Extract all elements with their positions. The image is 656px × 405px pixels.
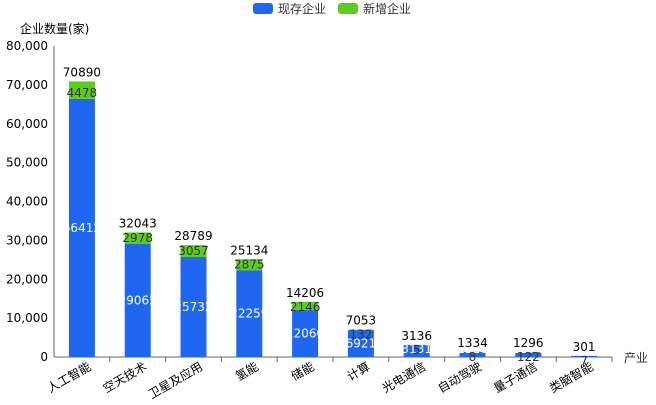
legend-label-1[interactable]: 现存企业 [278,1,326,16]
x-tick-label: 储能 [288,359,316,384]
total-label: 14206 [286,286,324,300]
segment-label-existing: 66412 [63,221,101,235]
segment-label-new: 2875 [234,257,265,271]
total-label: 301 [573,340,596,354]
total-label: 1296 [513,336,544,350]
y-tick-label: 60,000 [6,117,48,131]
x-axis-title: 产业 [624,351,648,365]
x-tick-label: 卫星及应用 [146,359,205,401]
segment-label-new: 3057 [178,244,209,258]
segment-label-new: 2146 [290,300,321,314]
total-label: 7053 [346,314,377,328]
y-tick-label: 0 [40,350,48,364]
total-label: 28789 [174,229,212,243]
total-label: 32043 [119,216,157,230]
total-label: 1334 [457,336,488,350]
y-tick-label: 40,000 [6,195,48,209]
y-tick-label: 70,000 [6,78,48,92]
y-tick-label: 10,000 [6,311,48,325]
x-tick-label: 量子通信 [491,359,540,395]
y-axis: 0 10,000 20,000 30,000 40,000 50,000 60,000 70,… [6,39,54,364]
y-tick-label: 50,000 [6,156,48,170]
segment-label-new: 122 [517,350,540,364]
legend[interactable]: 现存企业 新增企业 [253,1,411,16]
x-tick-label: 空天技术 [101,359,150,395]
segment-label-new: 4478 [67,86,98,100]
segment-label-existing: 25732 [174,300,212,314]
total-label: 25134 [230,243,268,257]
y-tick-label: 80,000 [6,39,48,53]
x-tick-label: 自动驾驶 [435,359,484,396]
total-label: 3136 [401,329,432,343]
x-tick-label: 类脑智能 [547,359,596,396]
legend-swatch-2[interactable] [338,3,358,14]
segment-label-existing: 12060 [286,327,324,341]
segment-label-new: 7 [580,354,588,368]
legend-swatch-1[interactable] [253,3,273,14]
legend-label-2[interactable]: 新增企业 [363,1,411,16]
x-tick-label: 计算 [344,359,372,384]
segment-label-existing: 22259 [230,307,268,321]
y-tick-label: 20,000 [6,272,48,286]
x-tick-label: 光电通信 [380,359,429,395]
segment-label-new: 5 [413,343,421,357]
y-axis-title: 企业数量(家) [20,21,89,36]
total-label: 70890 [63,65,101,79]
segment-label-new: 2978 [122,231,153,245]
x-tick-label: 氢能 [233,359,261,384]
segment-label-new: 132 [349,328,372,342]
segment-label-existing: 29065 [119,294,157,308]
segment-label-new: 8 [469,350,477,364]
y-tick-label: 30,000 [6,233,48,247]
x-tick-label: 人工智能 [44,359,93,396]
